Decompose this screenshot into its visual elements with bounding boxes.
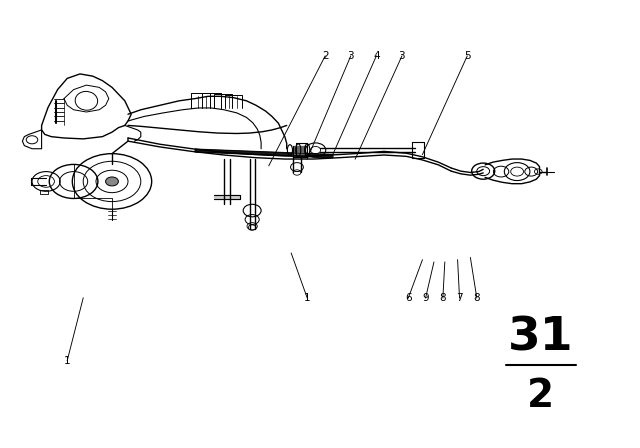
Text: 9: 9 <box>422 293 429 303</box>
Text: 6: 6 <box>405 293 412 303</box>
Text: 1: 1 <box>304 293 310 303</box>
Polygon shape <box>214 195 240 199</box>
Text: 7: 7 <box>456 293 463 303</box>
Text: 8: 8 <box>440 293 446 303</box>
Polygon shape <box>195 149 333 158</box>
Text: 5: 5 <box>464 51 470 61</box>
Text: 4: 4 <box>373 51 380 61</box>
Text: 3: 3 <box>399 51 405 61</box>
Text: 1: 1 <box>64 356 70 366</box>
Text: 2: 2 <box>322 51 328 61</box>
Text: 8: 8 <box>474 293 480 303</box>
Text: 31: 31 <box>508 316 573 361</box>
Circle shape <box>106 177 118 186</box>
Text: 3: 3 <box>348 51 354 61</box>
Text: 2: 2 <box>527 378 554 415</box>
Polygon shape <box>293 146 305 157</box>
